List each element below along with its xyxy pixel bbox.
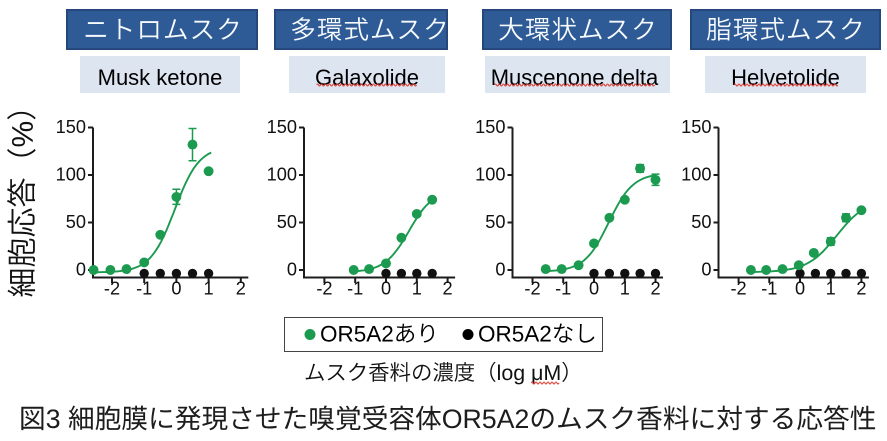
svg-text:1: 1 — [412, 279, 422, 299]
svg-text:0: 0 — [381, 279, 391, 299]
svg-text:-1: -1 — [761, 279, 777, 299]
svg-text:0: 0 — [495, 259, 505, 279]
svg-text:100: 100 — [267, 164, 297, 184]
svg-text:50: 50 — [485, 212, 505, 232]
svg-text:-2: -2 — [524, 279, 540, 299]
svg-text:-2: -2 — [316, 279, 332, 299]
svg-text:150: 150 — [267, 117, 297, 137]
svg-text:-1: -1 — [136, 279, 152, 299]
svg-text:2: 2 — [856, 279, 866, 299]
svg-text:1: 1 — [204, 279, 214, 299]
svg-text:50: 50 — [66, 212, 86, 232]
svg-text:150: 150 — [475, 117, 505, 137]
svg-text:0: 0 — [171, 279, 181, 299]
svg-text:1: 1 — [620, 279, 630, 299]
svg-text:100: 100 — [56, 164, 86, 184]
svg-text:50: 50 — [277, 212, 297, 232]
svg-text:2: 2 — [650, 279, 660, 299]
svg-text:-2: -2 — [104, 279, 120, 299]
svg-text:0: 0 — [589, 279, 599, 299]
svg-text:-1: -1 — [555, 279, 571, 299]
svg-text:-1: -1 — [347, 279, 363, 299]
svg-text:100: 100 — [475, 164, 505, 184]
svg-text:1: 1 — [826, 279, 836, 299]
svg-text:150: 150 — [681, 117, 711, 137]
svg-text:0: 0 — [76, 259, 86, 279]
svg-text:50: 50 — [691, 212, 711, 232]
svg-text:0: 0 — [287, 259, 297, 279]
svg-text:0: 0 — [795, 279, 805, 299]
svg-text:150: 150 — [56, 117, 86, 137]
svg-text:-2: -2 — [731, 279, 747, 299]
svg-text:0: 0 — [701, 259, 711, 279]
svg-text:2: 2 — [236, 279, 246, 299]
svg-text:2: 2 — [443, 279, 453, 299]
svg-text:100: 100 — [681, 164, 711, 184]
